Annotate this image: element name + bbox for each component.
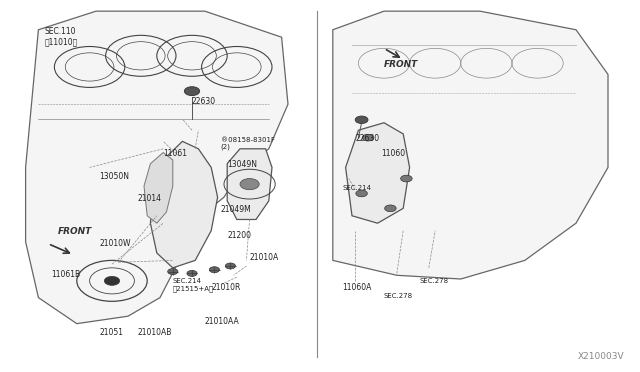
Polygon shape xyxy=(333,11,608,279)
Text: FRONT: FRONT xyxy=(58,227,92,236)
Text: SEC.214
】21515+A】: SEC.214 】21515+A】 xyxy=(173,278,214,292)
Text: 21049M: 21049M xyxy=(221,205,252,214)
Circle shape xyxy=(401,175,412,182)
Text: SEC.278: SEC.278 xyxy=(384,293,413,299)
Text: 13049N: 13049N xyxy=(227,160,257,169)
Text: 21010A: 21010A xyxy=(250,253,279,262)
Text: 21014: 21014 xyxy=(138,194,161,203)
Polygon shape xyxy=(144,153,173,223)
Text: 11061B: 11061B xyxy=(51,270,81,279)
Circle shape xyxy=(240,179,259,190)
Text: FRONT: FRONT xyxy=(384,60,419,69)
Text: 11060A: 11060A xyxy=(342,283,372,292)
Text: SEC.214: SEC.214 xyxy=(342,185,371,191)
Circle shape xyxy=(209,267,220,273)
Polygon shape xyxy=(346,123,410,223)
Text: 21051: 21051 xyxy=(99,328,123,337)
Circle shape xyxy=(356,190,367,197)
Text: ®08158-8301F
(2): ®08158-8301F (2) xyxy=(221,137,275,150)
Text: 22630: 22630 xyxy=(192,97,216,106)
Polygon shape xyxy=(227,149,272,219)
Text: SEC.278: SEC.278 xyxy=(419,278,449,284)
Circle shape xyxy=(355,116,368,124)
Circle shape xyxy=(104,276,120,285)
Text: 21010W: 21010W xyxy=(99,238,131,247)
Circle shape xyxy=(184,87,200,96)
Text: 21010AB: 21010AB xyxy=(138,328,172,337)
Polygon shape xyxy=(26,11,288,324)
Circle shape xyxy=(168,269,178,275)
Polygon shape xyxy=(150,141,218,268)
Circle shape xyxy=(187,270,197,276)
Circle shape xyxy=(362,134,374,141)
Text: 11061: 11061 xyxy=(163,149,187,158)
Text: 21200: 21200 xyxy=(227,231,251,240)
Circle shape xyxy=(385,205,396,212)
Text: 21010AA: 21010AA xyxy=(205,317,239,326)
Circle shape xyxy=(225,263,236,269)
Text: 22630: 22630 xyxy=(355,134,380,143)
Text: SEC.110
】11010】: SEC.110 】11010】 xyxy=(45,27,78,46)
Text: 13050N: 13050N xyxy=(99,171,129,180)
Text: 21010R: 21010R xyxy=(211,283,241,292)
Text: 11060: 11060 xyxy=(381,149,405,158)
Text: X210003V: X210003V xyxy=(577,352,624,361)
